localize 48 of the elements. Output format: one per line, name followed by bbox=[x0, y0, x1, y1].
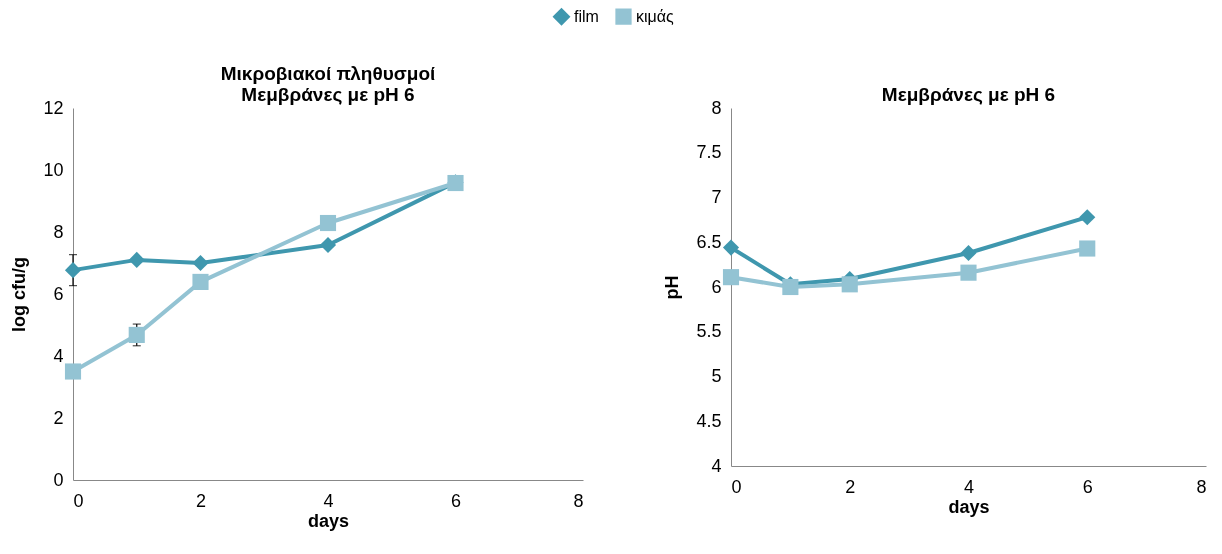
x-tick-label: 8 bbox=[1196, 476, 1207, 497]
y-tick-label: 4 bbox=[53, 345, 64, 366]
point bbox=[64, 363, 82, 380]
chart-title: Μικροβιακοί πληθυσμοί Μεμβράνες με pH 6 bbox=[220, 63, 436, 105]
point bbox=[1079, 209, 1096, 226]
y-tick-label: 8 bbox=[711, 97, 722, 118]
point bbox=[64, 262, 82, 279]
y-tick-label: 4.5 bbox=[696, 410, 722, 431]
legend-label: film bbox=[574, 7, 599, 25]
x-tick-label: 0 bbox=[73, 490, 84, 511]
x-tick-label: 8 bbox=[573, 490, 584, 511]
y-tick-label: 12 bbox=[43, 97, 64, 118]
y-tick-label: 7.5 bbox=[696, 142, 722, 163]
y-tick-label: 5 bbox=[711, 366, 722, 386]
x-tick-label: 6 bbox=[450, 490, 462, 511]
x-tick-label: 2 bbox=[845, 476, 856, 497]
y-tick-label: 2 bbox=[53, 407, 64, 428]
y-tick-label: 5.5 bbox=[696, 321, 722, 342]
y-tick-label: 6 bbox=[711, 276, 722, 297]
point bbox=[1079, 240, 1096, 257]
y-axis-title: log cfu/g bbox=[9, 257, 30, 332]
x-axis-title: days bbox=[307, 510, 350, 531]
x-tick-label: 4 bbox=[963, 476, 975, 497]
x-tick-label: 2 bbox=[195, 490, 207, 511]
point bbox=[192, 254, 209, 272]
point bbox=[192, 273, 209, 290]
point bbox=[128, 326, 145, 343]
point bbox=[960, 244, 977, 262]
x-axis-title: days bbox=[948, 496, 990, 517]
y-tick-label: 10 bbox=[43, 159, 64, 180]
point bbox=[319, 214, 337, 232]
point bbox=[128, 251, 145, 268]
y-tick-label: 8 bbox=[53, 221, 64, 242]
point bbox=[722, 239, 740, 256]
chart-title: Μεμβράνες με pH 6 bbox=[881, 84, 1056, 105]
y-tick-label: 7 bbox=[711, 187, 722, 207]
legend-label: κιμάς bbox=[636, 7, 675, 25]
point bbox=[841, 276, 858, 293]
y-tick-label: 6.5 bbox=[696, 231, 722, 252]
x-tick-label: 6 bbox=[1082, 476, 1093, 497]
point bbox=[722, 269, 740, 286]
point bbox=[960, 264, 977, 281]
point bbox=[319, 236, 337, 254]
x-tick-label: 0 bbox=[731, 476, 742, 497]
y-tick-label: 4 bbox=[711, 455, 722, 476]
y-tick-label: 6 bbox=[53, 283, 64, 304]
y-axis-title: pH bbox=[662, 275, 683, 300]
x-tick-label: 4 bbox=[323, 490, 334, 511]
